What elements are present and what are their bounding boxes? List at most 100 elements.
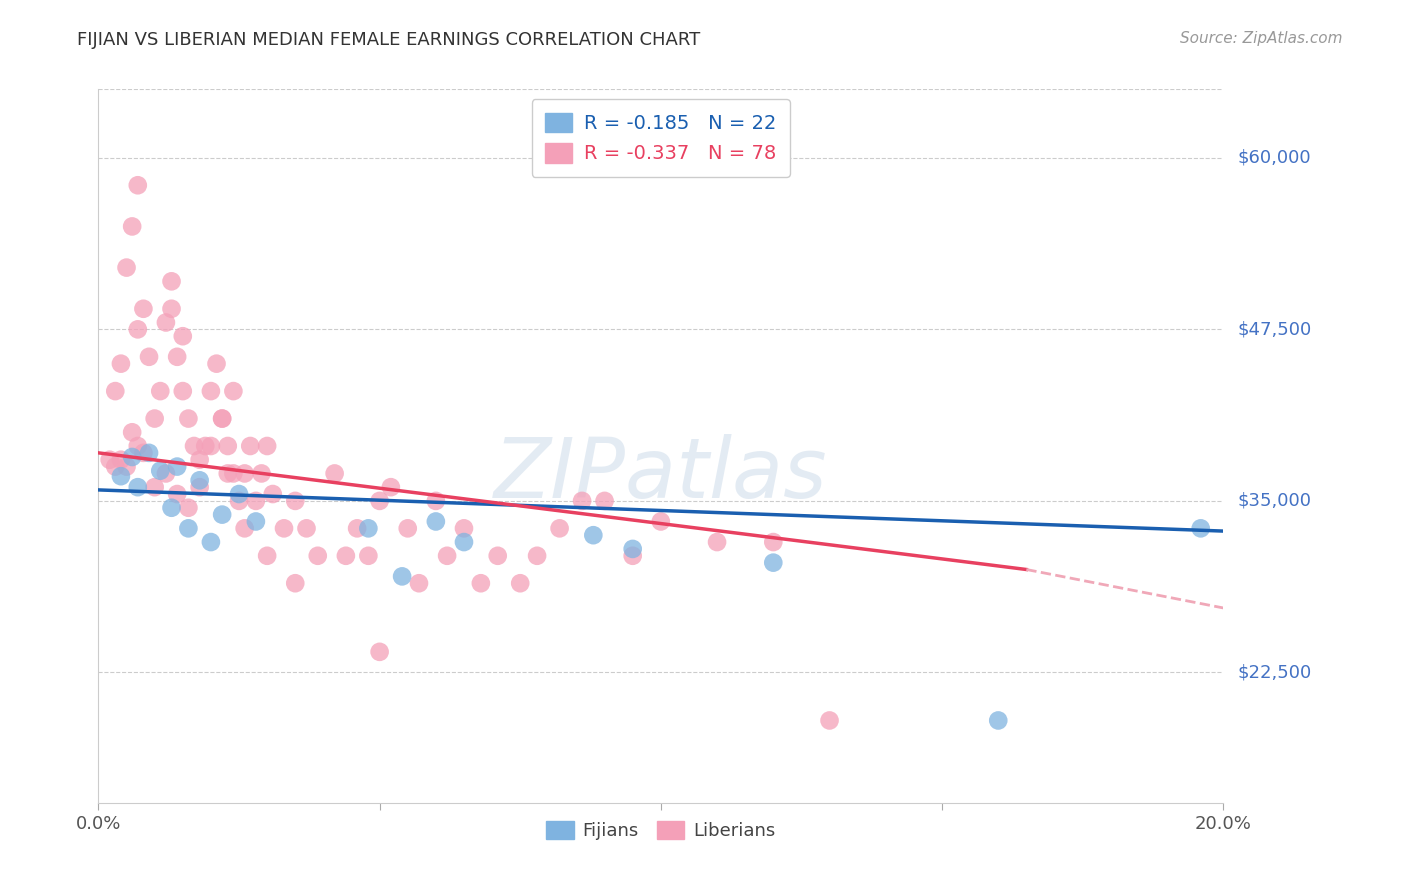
Point (177, 521, 200, 535)
Point (323, 467, 346, 481)
Point (211, 411, 233, 425)
Point (357, 549, 380, 563)
Point (188, 452, 211, 467)
Point (357, 521, 380, 535)
Point (172, 329, 194, 343)
Point (211, 411, 233, 425)
Point (453, 535, 475, 549)
Point (346, 521, 368, 535)
Point (188, 473, 211, 487)
Text: ZIPatlas: ZIPatlas (494, 434, 828, 515)
Point (138, 350, 160, 364)
Point (295, 521, 318, 535)
Point (818, 714, 841, 728)
Point (526, 549, 548, 563)
Text: $35,000: $35,000 (1237, 491, 1312, 510)
Point (256, 439, 278, 453)
Point (188, 480, 211, 494)
Point (217, 439, 239, 453)
Point (121, 425, 143, 440)
Point (200, 439, 222, 453)
Text: Source: ZipAtlas.com: Source: ZipAtlas.com (1180, 31, 1343, 46)
Point (425, 494, 447, 508)
Point (200, 384, 222, 398)
Point (115, 459, 138, 474)
Text: FIJIAN VS LIBERIAN MEDIAN FEMALE EARNINGS CORRELATION CHART: FIJIAN VS LIBERIAN MEDIAN FEMALE EARNING… (77, 31, 700, 49)
Point (104, 459, 127, 474)
Point (762, 556, 785, 570)
Point (194, 439, 217, 453)
Point (166, 487, 188, 501)
Point (183, 439, 205, 453)
Point (621, 541, 644, 556)
Point (228, 487, 250, 501)
Point (335, 549, 357, 563)
Point (98, 452, 121, 467)
Point (650, 515, 672, 529)
Point (470, 576, 492, 591)
Point (166, 350, 188, 364)
Point (110, 357, 132, 371)
Point (762, 535, 785, 549)
Point (987, 714, 1010, 728)
Point (284, 576, 307, 591)
Point (548, 521, 571, 535)
Point (233, 467, 256, 481)
Point (149, 464, 172, 478)
Point (250, 467, 273, 481)
Point (132, 301, 155, 316)
Point (368, 494, 391, 508)
Point (160, 500, 183, 515)
Point (115, 260, 138, 275)
Point (486, 549, 509, 563)
Point (228, 494, 250, 508)
Point (239, 439, 262, 453)
Point (425, 515, 447, 529)
Point (233, 521, 256, 535)
Point (127, 480, 149, 494)
Point (110, 469, 132, 483)
Point (143, 480, 166, 494)
Point (245, 515, 267, 529)
Point (396, 521, 419, 535)
Point (571, 494, 593, 508)
Point (262, 487, 284, 501)
Point (127, 178, 149, 193)
Point (408, 576, 430, 591)
Point (436, 549, 458, 563)
Point (453, 521, 475, 535)
Point (509, 576, 531, 591)
Point (166, 459, 188, 474)
Point (217, 467, 239, 481)
Point (582, 528, 605, 542)
Point (160, 301, 183, 316)
Point (155, 467, 177, 481)
Point (222, 384, 245, 398)
Point (121, 450, 143, 464)
Point (256, 549, 278, 563)
Point (121, 219, 143, 234)
Text: $22,500: $22,500 (1237, 664, 1312, 681)
Point (155, 316, 177, 330)
Point (593, 494, 616, 508)
Point (284, 494, 307, 508)
Point (245, 494, 267, 508)
Point (1189, 521, 1212, 535)
Point (368, 645, 391, 659)
Point (110, 452, 132, 467)
Point (380, 480, 402, 494)
Text: $47,500: $47,500 (1237, 320, 1312, 338)
Point (143, 411, 166, 425)
Point (177, 411, 200, 425)
Point (706, 535, 728, 549)
Text: $60,000: $60,000 (1237, 149, 1310, 167)
Point (149, 384, 172, 398)
Point (104, 384, 127, 398)
Point (160, 274, 183, 288)
Point (132, 446, 155, 460)
Point (172, 384, 194, 398)
Point (211, 508, 233, 522)
Point (138, 446, 160, 460)
Point (127, 439, 149, 453)
Point (307, 549, 329, 563)
